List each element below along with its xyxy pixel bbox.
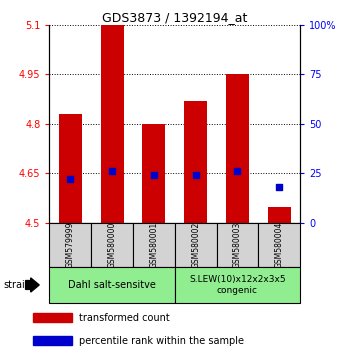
Bar [33,313,72,322]
Bar [217,223,258,267]
Text: GSM579999: GSM579999 [66,222,75,268]
Bar [59,114,82,223]
Bar [133,223,175,267]
Text: GSM580000: GSM580000 [108,222,117,268]
Title: GDS3873 / 1392194_at: GDS3873 / 1392194_at [102,11,248,24]
Text: percentile rank within the sample: percentile rank within the sample [79,336,244,346]
Text: S.LEW(10)x12x2x3x5
congenic: S.LEW(10)x12x2x3x5 congenic [189,275,286,295]
Point [277,184,282,190]
Point [193,173,198,178]
Bar [143,124,165,223]
Bar [184,101,207,223]
Text: transformed count: transformed count [79,313,169,323]
Text: GSM580004: GSM580004 [275,222,284,268]
Bar [101,25,123,223]
Point [109,169,115,174]
Bar [175,223,217,267]
Bar [49,223,91,267]
Point [151,173,157,178]
Text: GSM580001: GSM580001 [149,222,158,268]
Text: Dahl salt-sensitve: Dahl salt-sensitve [68,280,156,290]
Text: GSM580002: GSM580002 [191,222,200,268]
Bar [49,267,175,303]
Text: GSM580003: GSM580003 [233,222,242,268]
Bar [258,223,300,267]
Bar [268,206,291,223]
Bar [175,267,300,303]
Bar [91,223,133,267]
Point [68,177,73,182]
Bar [33,336,72,345]
Point [235,169,240,174]
Text: strain: strain [3,280,31,290]
Bar [226,74,249,223]
